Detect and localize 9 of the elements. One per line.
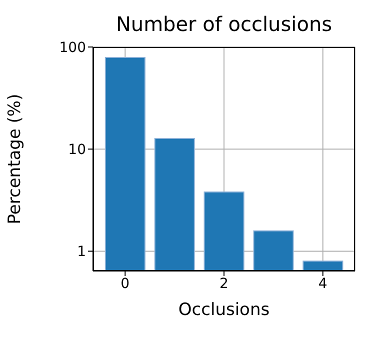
- y-tick-label: 100: [59, 40, 86, 56]
- chart-title: Number of occlusions: [114, 12, 334, 36]
- y-tick-label: 1: [77, 244, 86, 260]
- x-axis-title: Occlusions: [178, 300, 270, 320]
- y-tick-label: 10: [68, 142, 86, 158]
- x-tick-label: 2: [220, 276, 228, 292]
- x-tick-label: 0: [120, 276, 130, 292]
- y-axis-title: Percentage (%): [5, 94, 26, 224]
- x-tick-label: 4: [318, 276, 328, 292]
